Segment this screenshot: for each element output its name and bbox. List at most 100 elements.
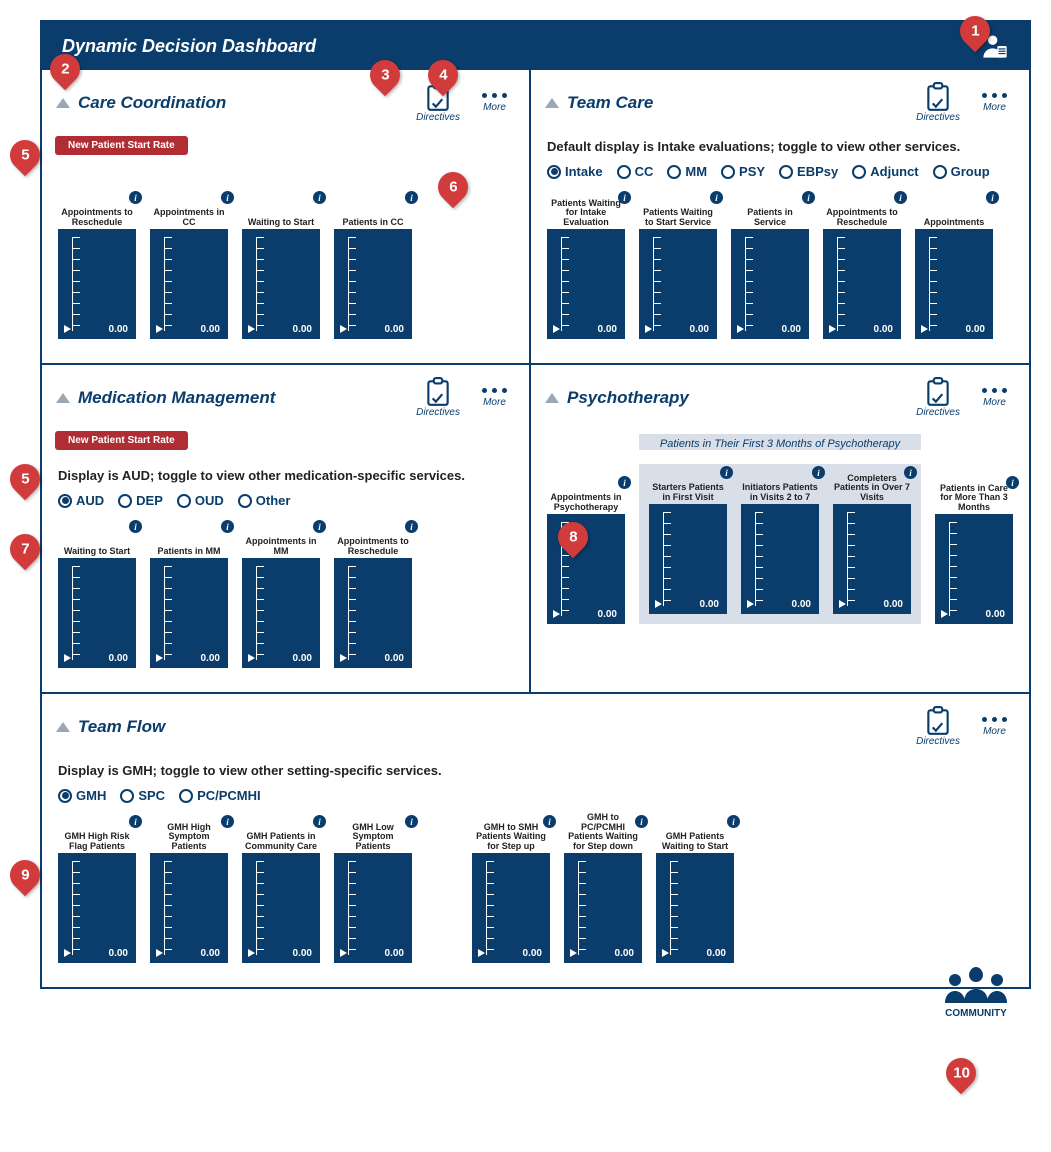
gauge[interactable]: Patients in CC i 0.00: [334, 195, 412, 339]
gauge-label: Starters Patients in First Visit: [649, 483, 727, 502]
info-icon[interactable]: i: [129, 191, 142, 204]
more-button[interactable]: More: [976, 388, 1013, 408]
user-icon[interactable]: [981, 32, 1009, 60]
info-icon[interactable]: i: [635, 815, 648, 828]
gauge[interactable]: GMH to PC/PCMHI Patients Waiting for Ste…: [564, 819, 642, 963]
new-patient-pill[interactable]: New Patient Start Rate: [58, 431, 185, 450]
gauge-value: 0.00: [293, 324, 312, 335]
radio-tf-spc[interactable]: SPC: [120, 788, 165, 803]
radio-tf-pcpcmhi[interactable]: PC/PCMHI: [179, 788, 261, 803]
gauge[interactable]: Appointments to Reschedule i 0.00: [58, 195, 136, 339]
directives-button[interactable]: Directives: [410, 82, 466, 123]
gauge[interactable]: Appointments in CC i 0.00: [150, 195, 228, 339]
info-icon[interactable]: i: [904, 466, 917, 479]
info-icon[interactable]: i: [710, 191, 723, 204]
dashboard-frame: Dynamic Decision Dashboard Care Coordina…: [40, 20, 1031, 989]
gauge[interactable]: GMH Patients Waiting to Start i 0.00: [656, 819, 734, 963]
gauge[interactable]: GMH Patients in Community Care i 0.00: [242, 819, 320, 963]
info-icon[interactable]: i: [543, 815, 556, 828]
gauge-label: GMH High Symptom Patients: [150, 823, 228, 851]
gauge[interactable]: Appointments i 0.00: [915, 195, 993, 339]
info-icon[interactable]: i: [313, 191, 326, 204]
radio-tc-intake[interactable]: Intake: [547, 164, 603, 179]
collapse-icon[interactable]: [56, 393, 70, 403]
gauge[interactable]: GMH to SMH Patients Waiting for Step up …: [472, 819, 550, 963]
radio-mm-oud[interactable]: OUD: [177, 493, 224, 508]
gauge[interactable]: Waiting to Start i 0.00: [58, 524, 136, 668]
info-icon[interactable]: i: [720, 466, 733, 479]
info-icon[interactable]: i: [221, 191, 234, 204]
info-icon[interactable]: i: [727, 815, 740, 828]
info-icon[interactable]: i: [1006, 476, 1019, 489]
gauge[interactable]: Patients Waiting for Intake Evaluation i…: [547, 195, 625, 339]
info-icon[interactable]: i: [802, 191, 815, 204]
new-patient-pill[interactable]: New Patient Start Rate: [58, 136, 185, 155]
info-icon[interactable]: i: [129, 520, 142, 533]
radio-tc-mm[interactable]: MM: [667, 164, 707, 179]
info-icon[interactable]: i: [986, 191, 999, 204]
gauge-body: 0.00: [915, 229, 993, 339]
gauge[interactable]: GMH High Risk Flag Patients i 0.00: [58, 819, 136, 963]
radio-mm-aud[interactable]: AUD: [58, 493, 104, 508]
gauge[interactable]: Appointments to Reschedule i 0.00: [823, 195, 901, 339]
directives-button[interactable]: Directives: [910, 377, 966, 418]
gauge[interactable]: Appointments to Reschedule i 0.00: [334, 524, 412, 668]
gauge[interactable]: Initiators Patients in Visits 2 to 7 i 0…: [741, 470, 819, 614]
info-icon[interactable]: i: [313, 815, 326, 828]
info-icon[interactable]: i: [313, 520, 326, 533]
radio-tc-cc[interactable]: CC: [617, 164, 654, 179]
dots-icon: [982, 717, 1007, 726]
collapse-icon[interactable]: [56, 98, 70, 108]
gauge[interactable]: Patients in Care for More Than 3 Months …: [935, 480, 1013, 624]
collapse-icon[interactable]: [545, 393, 559, 403]
info-icon[interactable]: i: [221, 520, 234, 533]
collapse-icon[interactable]: [56, 722, 70, 732]
gauge[interactable]: GMH Low Symptom Patients i 0.00: [334, 819, 412, 963]
gauge-label: GMH to SMH Patients Waiting for Step up: [472, 823, 550, 851]
info-icon[interactable]: i: [812, 466, 825, 479]
collapse-icon[interactable]: [545, 98, 559, 108]
more-button[interactable]: More: [476, 388, 513, 408]
directives-button[interactable]: Directives: [910, 82, 966, 123]
radio-tc-group[interactable]: Group: [933, 164, 990, 179]
gauge[interactable]: Waiting to Start i 0.00: [242, 195, 320, 339]
gauge[interactable]: Appointments in Psychotherapy i 0.00: [547, 480, 625, 624]
gauge[interactable]: Starters Patients in First Visit i 0.00: [649, 470, 727, 614]
gauge[interactable]: GMH High Symptom Patients i 0.00: [150, 819, 228, 963]
clipboard-icon: [925, 706, 951, 736]
info-icon[interactable]: i: [129, 815, 142, 828]
radio-mm-dep[interactable]: DEP: [118, 493, 163, 508]
gauge[interactable]: Patients in MM i 0.00: [150, 524, 228, 668]
community-icon[interactable]: COMMUNITY: [941, 965, 1011, 1019]
gauge[interactable]: Patients Waiting to Start Service i 0.00: [639, 195, 717, 339]
gauge-body: 0.00: [150, 558, 228, 668]
gauge-value: 0.00: [523, 948, 542, 959]
gauge-value: 0.00: [385, 324, 404, 335]
gauge-label: GMH to PC/PCMHI Patients Waiting for Ste…: [564, 813, 642, 851]
info-icon[interactable]: i: [405, 520, 418, 533]
gauge[interactable]: Completers Patients in Over 7 Visits i 0…: [833, 470, 911, 614]
directives-button[interactable]: Directives: [910, 706, 966, 747]
info-icon[interactable]: i: [405, 191, 418, 204]
info-icon[interactable]: i: [894, 191, 907, 204]
gauge[interactable]: Patients in Service i 0.00: [731, 195, 809, 339]
gauge-label: Waiting to Start: [242, 218, 320, 227]
more-button[interactable]: More: [976, 93, 1013, 113]
gauge-body: 0.00: [649, 504, 727, 614]
radio-tf-gmh[interactable]: GMH: [58, 788, 106, 803]
gauge-label: Completers Patients in Over 7 Visits: [833, 474, 911, 502]
radio-mm-other[interactable]: Other: [238, 493, 291, 508]
directives-button[interactable]: Directives: [410, 377, 466, 418]
radio-tc-ebpsy[interactable]: EBPsy: [779, 164, 838, 179]
info-icon[interactable]: i: [405, 815, 418, 828]
more-button[interactable]: More: [476, 93, 513, 113]
radio-tc-psy[interactable]: PSY: [721, 164, 765, 179]
info-icon[interactable]: i: [221, 815, 234, 828]
gauge[interactable]: Appointments in MM i 0.00: [242, 524, 320, 668]
gauge-value: 0.00: [615, 948, 634, 959]
radio-tc-adjunct[interactable]: Adjunct: [852, 164, 918, 179]
more-button[interactable]: More: [976, 717, 1013, 737]
gauge-label: Appointments to Reschedule: [334, 537, 412, 556]
info-icon[interactable]: i: [618, 476, 631, 489]
info-icon[interactable]: i: [618, 191, 631, 204]
